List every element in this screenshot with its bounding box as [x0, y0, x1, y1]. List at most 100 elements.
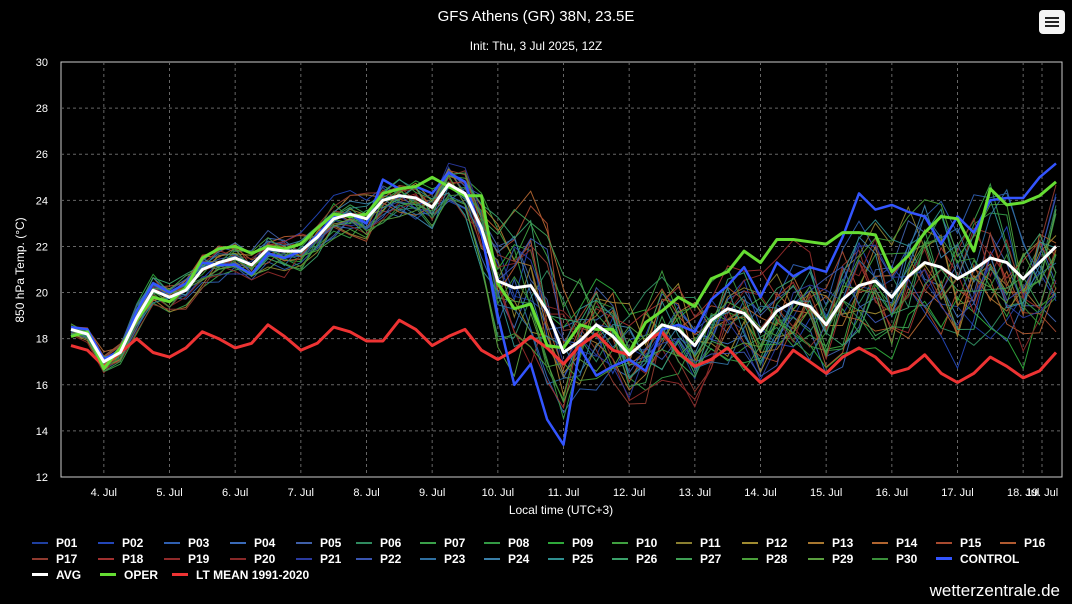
legend-swatch [548, 542, 564, 544]
x-tick-label: 7. Jul [288, 487, 314, 499]
y-tick-label: 18 [36, 334, 48, 346]
y-tick-label: 16 [36, 380, 48, 392]
legend-swatch [164, 542, 180, 544]
chart-subtitle: Init: Thu, 3 Jul 2025, 12Z [470, 39, 603, 53]
legend-label: P03 [188, 536, 210, 550]
legend-swatch [100, 573, 116, 576]
legend-swatch [676, 558, 692, 560]
hamburger-menu-icon[interactable] [1039, 10, 1065, 34]
x-tick-label: 12. Jul [613, 487, 645, 499]
ensemble-chart: GFS Athens (GR) 38N, 23.5E Init: Thu, 3 … [13, 8, 1063, 517]
legend-label: P26 [636, 552, 658, 566]
legend-label: P13 [832, 536, 854, 550]
legend-label: P19 [188, 552, 210, 566]
x-tick-label: 6. Jul [222, 487, 248, 499]
legend-swatch [296, 542, 312, 544]
main-series [70, 162, 1058, 446]
legend-swatch [676, 542, 692, 544]
legend-swatch [612, 558, 628, 560]
legend-label: P14 [896, 536, 918, 550]
legend-swatch [164, 558, 180, 560]
series-line-oper [70, 175, 1057, 371]
legend-label: OPER [124, 568, 159, 582]
y-tick-label: 26 [36, 149, 48, 161]
legend-label: P24 [508, 552, 530, 566]
legend-label: P05 [320, 536, 342, 550]
y-axis-label: 850 hPa Temp. (°C) [13, 217, 27, 322]
x-tick-label: 10. Jul [482, 487, 514, 499]
legend-label: P20 [254, 552, 276, 566]
grid [61, 62, 1062, 477]
series-line-avg [70, 182, 1058, 364]
series-line-control [70, 162, 1057, 446]
y-tick-label: 22 [36, 241, 48, 253]
plot-frame [60, 61, 1063, 478]
legend-swatch [548, 558, 564, 560]
legend-label: AVG [56, 568, 82, 582]
legend-swatch [230, 558, 246, 560]
legend-swatch [484, 542, 500, 544]
legend-label: P12 [766, 536, 788, 550]
x-tick-label: 18. Jul [1007, 487, 1039, 499]
x-tick-label: 11. Jul [548, 487, 580, 499]
legend-label: P25 [572, 552, 594, 566]
x-axis-label: Local time (UTC+3) [509, 503, 613, 517]
legend-label: P22 [380, 552, 402, 566]
legend-label: LT MEAN 1991-2020 [196, 568, 310, 582]
chart-title: GFS Athens (GR) 38N, 23.5E [438, 8, 635, 25]
legend-label: P29 [832, 552, 854, 566]
legend-swatch [98, 542, 114, 544]
x-tick-label: 4. Jul [91, 487, 117, 499]
legend-label: P01 [56, 536, 78, 550]
legend-swatch [420, 558, 436, 560]
x-tick-label: 5. Jul [156, 487, 182, 499]
legend-label: P30 [896, 552, 918, 566]
legend-label: P23 [444, 552, 466, 566]
legend-swatch [172, 573, 188, 576]
y-axis-ticks: 12 14 16 18 20 22 24 26 28 30 [36, 57, 48, 484]
x-tick-label: 14. Jul [744, 487, 776, 499]
legend-label: P10 [636, 536, 658, 550]
legend-label: P21 [320, 552, 342, 566]
legend-swatch [356, 542, 372, 544]
legend-label: P08 [508, 536, 530, 550]
x-tick-label: 15. Jul [810, 487, 842, 499]
legend-label: P09 [572, 536, 594, 550]
y-tick-label: 14 [36, 426, 48, 438]
legend-label: P15 [960, 536, 982, 550]
y-tick-label: 28 [36, 103, 48, 115]
legend-swatch [936, 557, 952, 560]
y-tick-label: 12 [36, 472, 48, 484]
x-tick-label: 19. Jul [1026, 487, 1058, 499]
y-tick-label: 20 [36, 288, 48, 300]
legend-label: P11 [700, 536, 721, 550]
brand-text: wetterzentrale.de [929, 581, 1060, 600]
legend-label: P16 [1024, 536, 1046, 550]
y-tick-label: 30 [36, 57, 48, 69]
legend-swatch [420, 542, 436, 544]
member-line-p11 [70, 168, 1057, 385]
legend-swatch [484, 558, 500, 560]
legend-label: P02 [122, 536, 144, 550]
legend-swatch [32, 542, 48, 544]
x-tick-label: 17. Jul [941, 487, 973, 499]
legend-swatch [612, 542, 628, 544]
y-tick-label: 24 [36, 195, 48, 207]
legend-swatch [808, 558, 824, 560]
legend-swatch [1000, 542, 1016, 544]
legend-swatch [936, 542, 952, 544]
x-tick-label: 16. Jul [876, 487, 908, 499]
legend-label: P06 [380, 536, 402, 550]
legend-swatch [872, 558, 888, 560]
legend-label: P18 [122, 552, 144, 566]
x-tick-label: 9. Jul [419, 487, 445, 499]
member-line-p30 [70, 193, 1057, 401]
legend-swatch [872, 542, 888, 544]
legend-swatch [32, 558, 48, 560]
legend-swatch [230, 542, 246, 544]
legend-label: P04 [254, 536, 276, 550]
legend-swatch [356, 558, 372, 560]
legend-label: CONTROL [960, 552, 1020, 566]
legend-label: P07 [444, 536, 466, 550]
legend-label: P27 [700, 552, 722, 566]
